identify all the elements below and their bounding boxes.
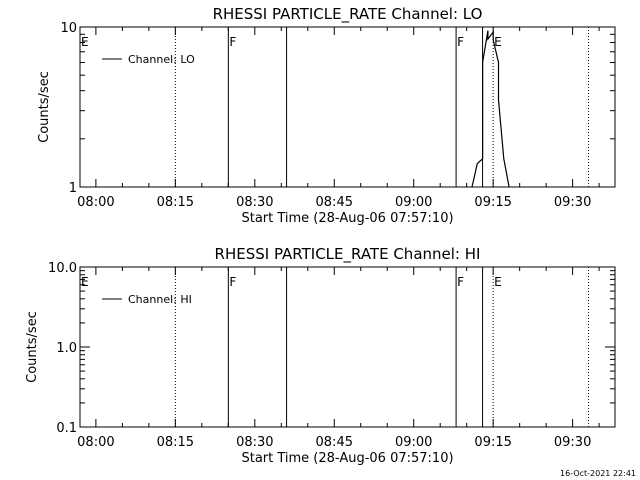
y-tick-label: 0.1 <box>56 421 77 436</box>
y-tick-label: 1 <box>69 181 77 196</box>
x-tick-label: 08:30 <box>236 195 273 210</box>
x-tick-label: 09:15 <box>474 195 511 210</box>
marker-label: F <box>457 35 464 49</box>
y-tick-label: 1.0 <box>56 341 77 356</box>
x-tick-label: 09:15 <box>474 435 511 450</box>
x-tick-label: 08:45 <box>316 435 353 450</box>
y-tick-label: 10 <box>60 21 77 36</box>
marker-label: F <box>229 275 236 289</box>
legend-label: Channel: LO <box>128 53 195 66</box>
x-tick-label: 08:00 <box>77 435 114 450</box>
series-line <box>471 30 510 188</box>
y-tick-label: 10.0 <box>48 261 77 276</box>
x-tick-label: 09:00 <box>395 435 432 450</box>
x-tick-label: 09:30 <box>554 195 591 210</box>
x-tick-label: 09:30 <box>554 435 591 450</box>
x-tick-label: 08:15 <box>157 435 194 450</box>
plot-frame <box>79 26 616 188</box>
x-axis-label: Start Time (28-Aug-06 07:57:10) <box>241 211 453 226</box>
marker-label: E <box>494 35 502 49</box>
chart-panel-2: RHESSI PARTICLE_RATE Channel: HI 08:00 08:… <box>25 245 616 466</box>
chart-title: RHESSI PARTICLE_RATE Channel: LO <box>213 5 483 24</box>
marker-label: E <box>494 275 502 289</box>
marker-label: E <box>81 35 89 49</box>
x-axis-label: Start Time (28-Aug-06 07:57:10) <box>241 451 453 466</box>
chart-panel-1: RHESSI PARTICLE_RATE Channel: LO 08:00 08:… <box>37 5 616 226</box>
legend-label: Channel: HI <box>128 293 192 306</box>
x-tick-label: 08:45 <box>316 195 353 210</box>
x-tick-label: 08:00 <box>77 195 114 210</box>
y-axis-label: Counts/sec <box>37 71 52 143</box>
x-tick-label: 08:30 <box>236 435 273 450</box>
marker-label: E <box>81 275 89 289</box>
x-tick-label: 08:15 <box>157 195 194 210</box>
marker-label: F <box>457 275 464 289</box>
chart-title: RHESSI PARTICLE_RATE Channel: HI <box>215 245 481 264</box>
timestamp: 16-Oct-2021 22:41 <box>560 469 636 478</box>
marker-label: F <box>229 35 236 49</box>
y-axis-label: Counts/sec <box>25 311 40 383</box>
x-tick-label: 09:00 <box>395 195 432 210</box>
